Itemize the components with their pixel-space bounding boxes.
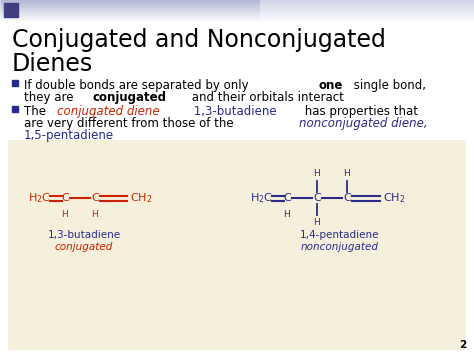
Text: 1,5-pentadiene: 1,5-pentadiene — [24, 129, 114, 142]
Text: Conjugated and Nonconjugated: Conjugated and Nonconjugated — [12, 28, 386, 52]
Text: nonconjugated diene,: nonconjugated diene, — [299, 117, 428, 130]
Text: H$_2$C: H$_2$C — [250, 191, 273, 205]
Text: nonconjugated: nonconjugated — [301, 242, 379, 252]
Text: 1,4-pentadiene: 1,4-pentadiene — [300, 230, 380, 240]
Text: conjugated: conjugated — [55, 242, 113, 252]
Bar — [12, 106, 18, 112]
Text: The: The — [24, 105, 50, 118]
Text: has properties that: has properties that — [301, 105, 419, 118]
Text: CH$_2$: CH$_2$ — [130, 191, 152, 205]
Text: H: H — [344, 169, 350, 178]
Text: they are: they are — [24, 91, 77, 104]
Text: 2: 2 — [459, 340, 466, 350]
Text: single bond,: single bond, — [350, 79, 426, 92]
Text: and their orbitals interact: and their orbitals interact — [188, 91, 344, 104]
Text: 1,3-butadiene: 1,3-butadiene — [47, 230, 120, 240]
Bar — [4, 3, 18, 17]
Text: one: one — [319, 79, 343, 92]
Text: H: H — [283, 210, 291, 219]
Text: H: H — [91, 210, 99, 219]
Text: C: C — [343, 193, 351, 203]
Text: H: H — [314, 169, 320, 178]
Text: conjugated: conjugated — [93, 91, 167, 104]
Text: H: H — [314, 218, 320, 227]
Text: CH$_2$: CH$_2$ — [383, 191, 405, 205]
Text: conjugated diene: conjugated diene — [57, 105, 160, 118]
Text: H: H — [62, 210, 68, 219]
Text: 1,3-butadiene: 1,3-butadiene — [190, 105, 276, 118]
Bar — [12, 80, 18, 86]
Text: If double bonds are separated by only: If double bonds are separated by only — [24, 79, 252, 92]
Text: C: C — [313, 193, 321, 203]
Bar — [8, 140, 466, 350]
Text: Dienes: Dienes — [12, 52, 93, 76]
Text: H$_2$C: H$_2$C — [28, 191, 51, 205]
Text: C: C — [61, 193, 69, 203]
Text: C: C — [91, 193, 99, 203]
Text: C: C — [283, 193, 291, 203]
Text: are very different from those of the: are very different from those of the — [24, 117, 237, 130]
